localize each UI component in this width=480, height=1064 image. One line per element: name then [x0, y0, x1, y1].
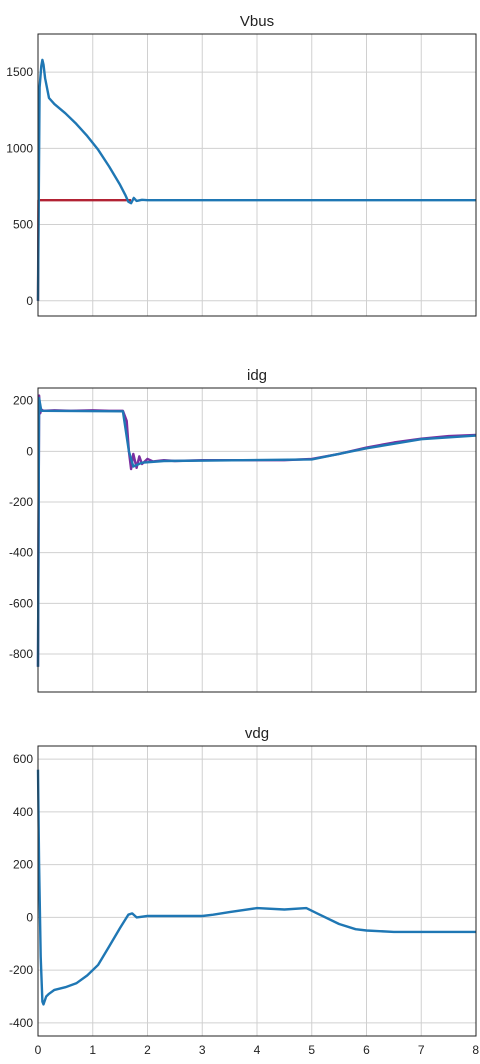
- chart-title: vdg: [245, 725, 269, 742]
- y-tick-label: -400: [9, 546, 33, 560]
- y-tick-label: 0: [26, 294, 33, 308]
- y-tick-label: 400: [13, 805, 33, 819]
- axes-frame: [37, 387, 477, 693]
- y-tick-label: -800: [9, 647, 33, 661]
- y-tick-label: 1500: [6, 65, 33, 79]
- x-tick-label: 7: [418, 1043, 425, 1057]
- y-tick-label: 600: [13, 752, 33, 766]
- y-tick-label: 1000: [6, 141, 33, 155]
- x-tick-label: 5: [308, 1043, 315, 1057]
- chart-title: idg: [247, 367, 267, 384]
- series-line-1: [36, 58, 476, 301]
- x-tick-label: 1: [89, 1043, 96, 1057]
- y-tick-label: 500: [13, 218, 33, 232]
- y-tick-label: 200: [13, 394, 33, 408]
- y-tick-label: -400: [9, 1016, 33, 1030]
- x-tick-label: 6: [363, 1043, 370, 1057]
- y-tick-label: -200: [9, 963, 33, 977]
- y-tick-label: 200: [13, 858, 33, 872]
- plot-vbus: Vbus 0 500 1000 1500: [6, 13, 477, 317]
- plot-idg: idg 200 0 -200 -400 -600 -800: [9, 367, 477, 693]
- y-tick-label: -200: [9, 495, 33, 509]
- axes-frame: [37, 745, 477, 1037]
- x-tick-label: 0: [35, 1043, 42, 1057]
- axes-frame: [37, 33, 477, 317]
- y-tick-label: 0: [26, 910, 33, 924]
- x-tick-label: 3: [199, 1043, 206, 1057]
- x-tick-label: 2: [144, 1043, 151, 1057]
- series-line-1: [36, 396, 477, 667]
- y-tick-label: 0: [26, 444, 33, 458]
- x-tick-label: 4: [254, 1043, 261, 1057]
- series-line-0: [36, 769, 476, 1006]
- x-tick-label: 8: [472, 1043, 479, 1057]
- y-tick-label: -600: [9, 596, 33, 610]
- chart-title: Vbus: [240, 13, 274, 30]
